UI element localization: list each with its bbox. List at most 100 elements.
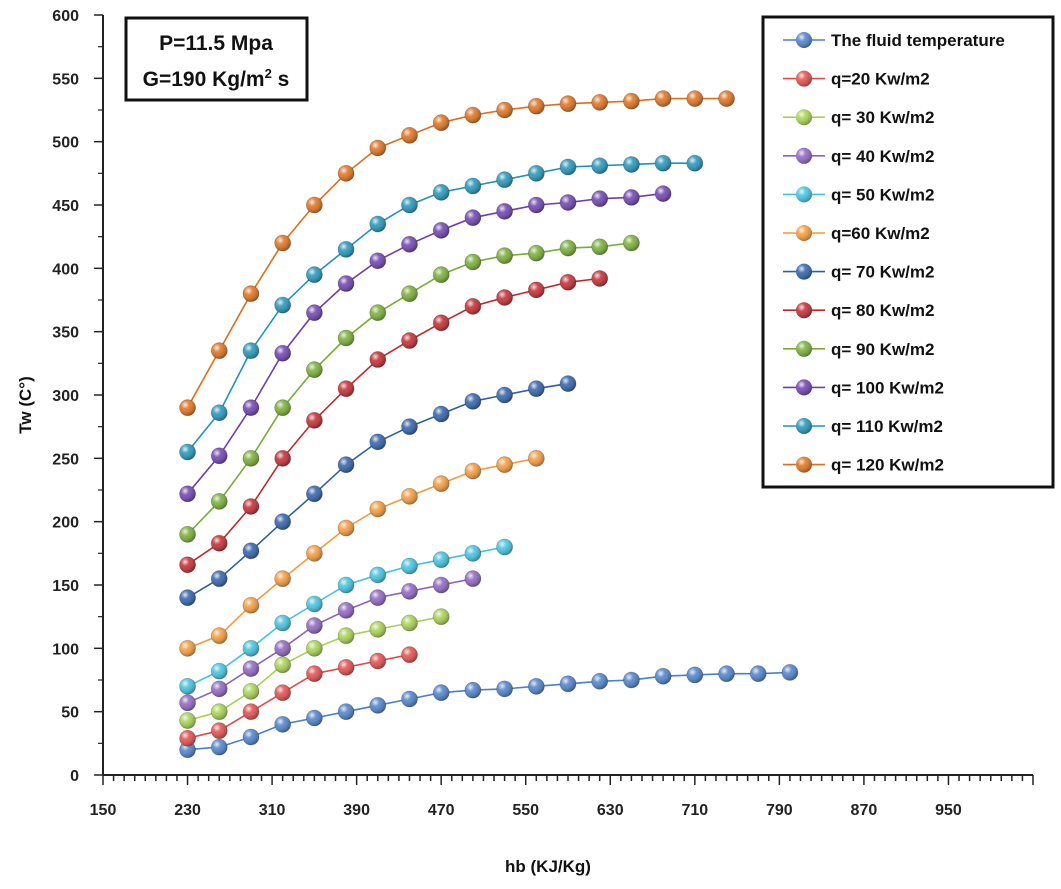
data-point-shade xyxy=(211,570,228,587)
data-point-shade xyxy=(306,197,323,213)
data-point-shade xyxy=(496,102,513,118)
data-point-shade xyxy=(496,680,513,697)
data-point-shade xyxy=(179,485,196,502)
legend-label: q= 100 Kw/m2 xyxy=(831,378,944,397)
data-point-shade xyxy=(338,241,355,258)
data-point-shade xyxy=(242,729,259,745)
data-point-shade xyxy=(274,450,291,467)
annotation-mass-flux-text: G=190 Kg/m xyxy=(143,68,265,91)
annotation-mass-flux-sup: 2 xyxy=(265,66,272,81)
x-tick-label: 550 xyxy=(512,802,539,819)
data-point-shade xyxy=(369,433,386,450)
data-point-shade xyxy=(306,412,323,429)
y-tick-label: 500 xyxy=(52,135,79,152)
data-point-shade xyxy=(401,332,418,349)
data-point-shade xyxy=(655,155,672,172)
data-point-shade xyxy=(655,668,672,685)
data-point-shade xyxy=(306,545,323,562)
data-point-shade xyxy=(306,617,323,634)
data-point-shade xyxy=(401,488,418,505)
legend-item: q= 90 Kw/m2 xyxy=(783,340,934,359)
data-point-shade xyxy=(401,558,418,574)
data-point-shade xyxy=(242,597,259,614)
legend-marker-shade xyxy=(796,340,812,357)
data-point-shade xyxy=(369,140,386,156)
data-point-shade xyxy=(401,127,418,144)
data-point-shade xyxy=(464,682,481,699)
x-tick-label: 150 xyxy=(90,802,117,819)
legend-item: q= 110 Kw/m2 xyxy=(783,417,943,436)
data-point-shade xyxy=(274,297,291,314)
data-point-shade xyxy=(274,399,291,416)
data-point-shade xyxy=(401,646,418,663)
data-point-shade xyxy=(496,171,513,188)
legend-label: q= 50 Kw/m2 xyxy=(831,185,934,204)
y-tick-label: 200 xyxy=(52,515,79,532)
legend-item: q=60 Kw/m2 xyxy=(783,224,930,243)
data-point-shade xyxy=(274,570,291,587)
data-point-shade xyxy=(623,672,640,688)
y-tick-label: 550 xyxy=(52,71,79,88)
data-point-shade xyxy=(433,114,450,131)
data-point-shade xyxy=(338,627,355,644)
data-point-shade xyxy=(369,697,386,714)
data-point-shade xyxy=(306,304,323,321)
data-point-shade xyxy=(211,535,228,552)
data-point-shade xyxy=(211,739,228,756)
data-point-shade xyxy=(591,270,608,287)
legend-item: q= 100 Kw/m2 xyxy=(783,378,944,397)
data-point-shade xyxy=(560,95,576,112)
data-point-shade xyxy=(528,197,545,213)
y-tick-label: 400 xyxy=(52,261,79,278)
data-point-shade xyxy=(496,539,513,555)
data-point-shade xyxy=(464,209,481,226)
data-point-shade xyxy=(686,90,703,107)
series-line xyxy=(187,671,790,751)
data-point-shade xyxy=(179,444,196,460)
data-point-shade xyxy=(211,663,228,680)
data-point-shade xyxy=(179,712,196,729)
series-line xyxy=(187,457,537,650)
y-tick-label: 150 xyxy=(52,578,79,595)
data-point-shade xyxy=(560,675,576,692)
data-point-shade xyxy=(591,157,608,174)
data-point-shade xyxy=(242,342,259,359)
data-point-shade xyxy=(591,673,608,690)
data-point-shade xyxy=(179,640,196,657)
tick-labels: 150 230 310 390 470 550 630 710 790 870 950 0 50 100 1… xyxy=(52,8,962,819)
annotation-mass-flux-unit: s xyxy=(272,68,290,91)
legend-marker-shade xyxy=(796,456,812,473)
data-point-shade xyxy=(179,399,196,416)
data-point-shade xyxy=(242,285,259,302)
y-tick-label: 350 xyxy=(52,325,79,342)
data-point-shade xyxy=(369,304,386,321)
x-tick-label: 470 xyxy=(428,802,455,819)
data-point-shade xyxy=(560,240,576,257)
data-point-shade xyxy=(274,656,291,673)
data-point-shade xyxy=(179,741,196,758)
legend-item: q= 80 Kw/m2 xyxy=(783,301,934,320)
data-point-shade xyxy=(242,542,259,559)
legend-label: q= 40 Kw/m2 xyxy=(831,147,934,166)
series-5 xyxy=(179,449,545,657)
data-point-shade xyxy=(401,285,418,302)
legend-marker-shade xyxy=(796,109,812,126)
legend-item: q=20 Kw/m2 xyxy=(783,70,930,89)
data-point-shade xyxy=(623,189,640,206)
data-point-shade xyxy=(369,351,386,368)
data-point-shade xyxy=(528,450,545,467)
data-point-shade xyxy=(496,456,513,473)
series-11 xyxy=(179,90,735,417)
data-point-shade xyxy=(338,165,355,182)
data-point-shade xyxy=(528,98,545,115)
data-point-shade xyxy=(401,615,418,631)
legend-item: The fluid temperature xyxy=(783,31,1005,50)
x-tick-label: 870 xyxy=(851,802,878,819)
data-point-shade xyxy=(242,498,259,515)
legend-label: q= 120 Kw/m2 xyxy=(831,456,944,475)
data-point-shade xyxy=(211,627,228,644)
annotation-box xyxy=(124,16,309,102)
data-point-shade xyxy=(464,107,481,124)
annotation-pressure: P=11.5 Mpa xyxy=(159,32,273,55)
data-point-shade xyxy=(338,703,355,720)
